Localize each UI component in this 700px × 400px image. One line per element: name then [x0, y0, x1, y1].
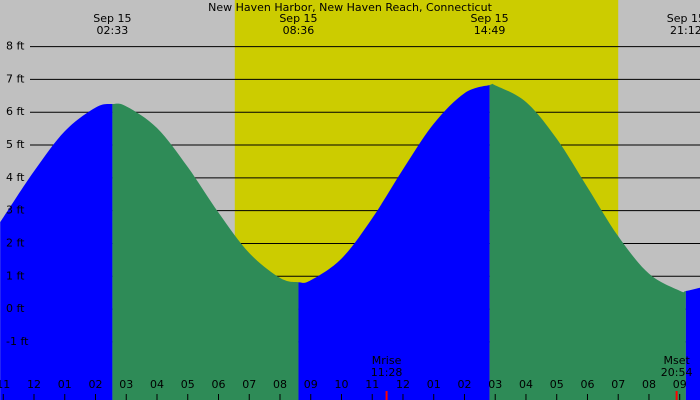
- flood-area: [685, 287, 700, 400]
- x-tick-label: 04: [150, 378, 164, 391]
- x-tick-label: 11: [0, 378, 10, 391]
- x-tick-label: 06: [580, 378, 594, 391]
- x-tick-label: 10: [334, 378, 348, 391]
- event-time: 21:12: [670, 24, 700, 37]
- x-tick-label: 06: [211, 378, 225, 391]
- y-tick-label: 4 ft: [6, 171, 25, 184]
- x-tick-label: 01: [58, 378, 72, 391]
- x-tick-label: 09: [673, 378, 687, 391]
- event-date: Sep 15: [470, 12, 508, 25]
- flood-area: [0, 104, 113, 400]
- ebb-area: [112, 103, 299, 400]
- x-tick-label: 12: [27, 378, 41, 391]
- x-tick-label: 09: [304, 378, 318, 391]
- x-tick-label: 05: [181, 378, 195, 391]
- tide-layer: [0, 83, 700, 400]
- event-date: Sep 15: [93, 12, 131, 25]
- moon-label: Mrise: [372, 354, 402, 367]
- event-date: Sep 15: [667, 12, 700, 25]
- chart-title: New Haven Harbor, New Haven Reach, Conne…: [208, 1, 492, 14]
- x-tick-label: 02: [89, 378, 103, 391]
- x-tick-label: 07: [611, 378, 625, 391]
- x-tick-label: 02: [457, 378, 471, 391]
- y-tick-label: 5 ft: [6, 138, 25, 151]
- x-tick-label: 01: [427, 378, 441, 391]
- event-time: 02:33: [97, 24, 129, 37]
- x-tick-label: 08: [273, 378, 287, 391]
- label-layer: 8 ft 7 ft 6 ft 5 ft 4 ft 3 ft 2 ft 1 ft 0 ft -1 f…: [0, 12, 700, 400]
- y-tick-label: 6 ft: [6, 105, 25, 118]
- y-tick-label: 3 ft: [6, 204, 25, 217]
- ebb-area: [489, 83, 686, 400]
- x-tick-label: 05: [550, 378, 564, 391]
- x-tick-label: 11: [365, 378, 379, 391]
- x-tick-label: 03: [488, 378, 502, 391]
- y-tick-label: 2 ft: [6, 236, 25, 249]
- y-tick-label: 7 ft: [6, 72, 25, 85]
- y-tick-label: 0 ft: [6, 302, 25, 315]
- moon-time: 11:28: [371, 366, 403, 379]
- x-tick-label: 03: [119, 378, 133, 391]
- moon-time: 20:54: [661, 366, 693, 379]
- x-tick-label: 12: [396, 378, 410, 391]
- y-tick-label: 8 ft: [6, 40, 25, 53]
- x-tick-label: 07: [242, 378, 256, 391]
- x-tick-label: 08: [642, 378, 656, 391]
- event-date: Sep 15: [279, 12, 317, 25]
- event-time: 14:49: [474, 24, 506, 37]
- event-time: 08:36: [283, 24, 315, 37]
- moon-label: Mset: [663, 354, 690, 367]
- y-tick-label: -1 ft: [6, 335, 29, 348]
- y-tick-label: 1 ft: [6, 269, 25, 282]
- flood-area: [298, 84, 490, 400]
- x-tick-label: 04: [519, 378, 533, 391]
